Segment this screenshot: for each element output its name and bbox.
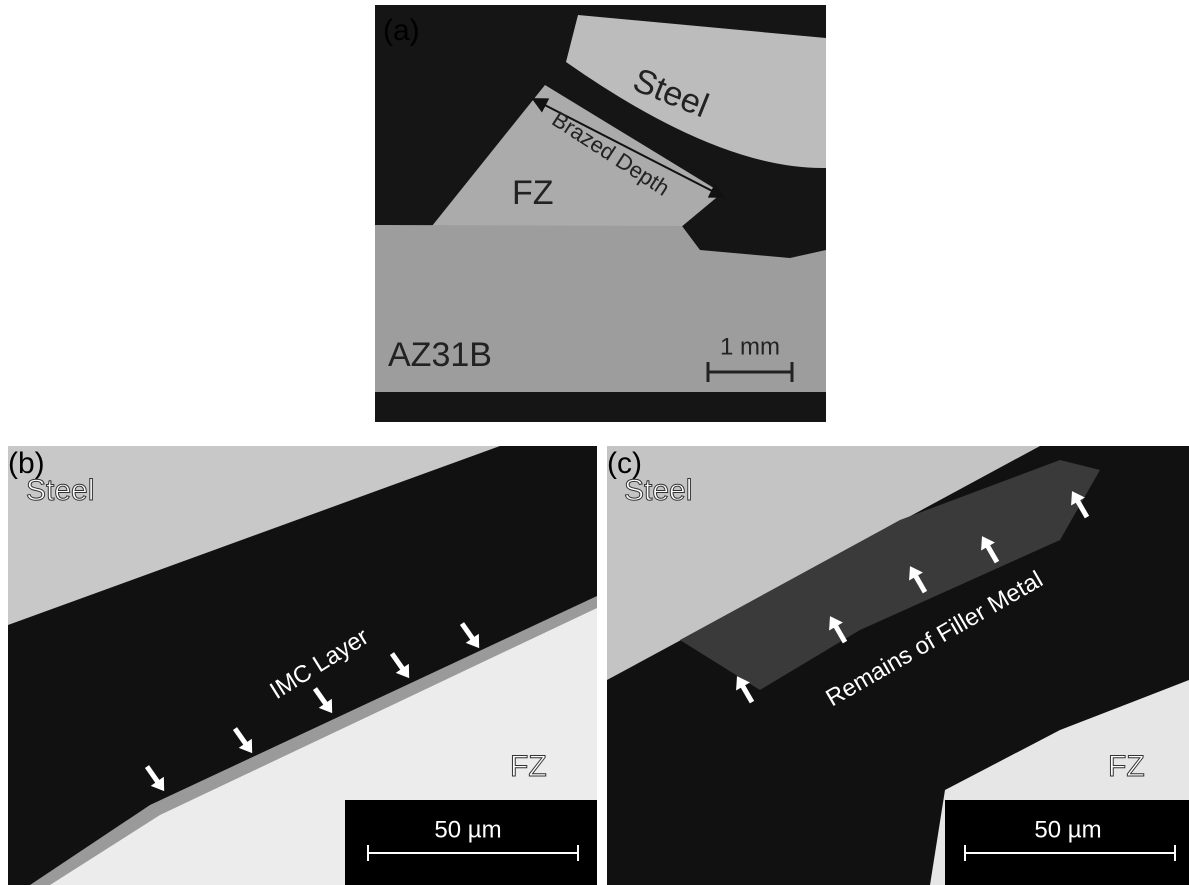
figure: (a) Steel Brazed Depth FZ AZ31B 1 mm (b)… — [0, 0, 1189, 885]
fz-label: FZ — [512, 174, 554, 212]
steel-label: Steel — [624, 474, 692, 507]
scale-label: 50 µm — [1034, 816, 1101, 843]
steel-label: Steel — [26, 474, 94, 507]
panel-c: (c) Steel Remains of Filler Metal FZ 50 … — [607, 446, 1189, 885]
panel-a: (a) Steel Brazed Depth FZ AZ31B 1 mm — [375, 5, 826, 422]
panel-b: (b) Steel IMC Layer FZ 50 µm — [8, 446, 597, 885]
fz-label: FZ — [510, 750, 547, 783]
scale-label: 1 mm — [720, 333, 780, 360]
base-label: AZ31B — [388, 336, 492, 374]
scale-label: 50 µm — [434, 816, 501, 843]
fz-label: FZ — [1108, 750, 1145, 783]
panel-label: (a) — [383, 14, 420, 47]
